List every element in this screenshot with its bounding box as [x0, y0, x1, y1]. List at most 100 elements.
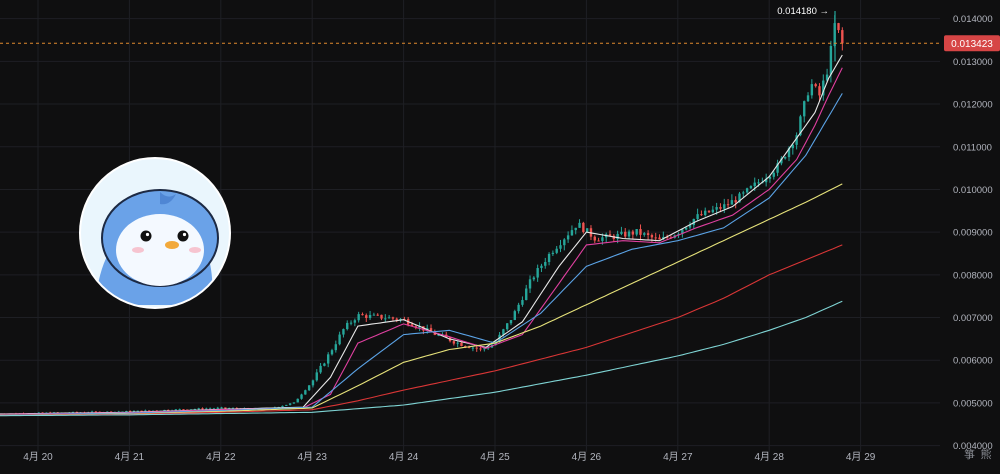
candle-body — [764, 178, 768, 183]
candle-body — [410, 324, 414, 327]
candle-body — [822, 80, 825, 96]
candle-body — [326, 354, 330, 364]
candle-body — [193, 409, 197, 411]
candle-body — [464, 346, 467, 348]
candle-body — [144, 410, 147, 412]
candle-body — [353, 320, 357, 323]
candle-body — [799, 116, 802, 136]
candle-body — [71, 411, 75, 413]
x-tick-label: 4月 28 — [754, 451, 784, 463]
candle-body — [399, 318, 402, 320]
candle-body — [551, 252, 555, 254]
candle-body — [505, 323, 509, 330]
candle-body — [136, 410, 139, 412]
candle-body — [795, 135, 798, 145]
candle-body — [452, 341, 456, 344]
candle-body — [818, 86, 821, 96]
candle-body — [387, 317, 391, 319]
candle-body — [566, 235, 570, 240]
candle-body — [372, 314, 376, 316]
y-tick-label: 0.009000 — [953, 228, 993, 239]
candle-body — [704, 210, 707, 216]
moving-average-line — [0, 300, 843, 417]
candle-body — [357, 314, 360, 321]
candle-body — [365, 315, 368, 318]
candle-body — [810, 84, 814, 96]
candle-body — [521, 300, 524, 305]
candle-body — [730, 200, 734, 205]
candle-body — [738, 193, 741, 203]
candle-body — [726, 204, 730, 206]
candle-body — [201, 408, 204, 410]
candle-body — [338, 334, 341, 345]
watermark-text: 箏 熊 — [964, 448, 993, 461]
candle-body — [128, 411, 132, 413]
candle-body — [395, 318, 398, 320]
candle-body — [205, 408, 208, 410]
candle-body — [681, 229, 684, 234]
candle-body — [323, 363, 326, 366]
candle-body — [700, 214, 703, 216]
candle-body — [745, 188, 749, 193]
candle-body — [757, 182, 760, 184]
candle-body — [772, 172, 775, 177]
candle-body — [433, 332, 437, 335]
candle-body — [742, 192, 745, 194]
candle-body — [224, 407, 227, 409]
candle-body — [437, 334, 440, 336]
candle-body — [471, 347, 475, 349]
candle-body — [479, 348, 482, 350]
candle-body — [631, 231, 635, 235]
candle-body — [688, 225, 692, 228]
candle-body — [582, 222, 585, 232]
candle-body — [513, 311, 517, 321]
current-price-label: 0.013423 — [951, 39, 993, 50]
penguin-avatar-icon — [79, 157, 231, 309]
candle-body — [285, 404, 288, 406]
candle-body — [174, 409, 178, 411]
candle-body — [90, 411, 94, 413]
candle-body — [570, 230, 574, 236]
candle-body — [391, 317, 395, 319]
candle-body — [197, 408, 200, 410]
x-tick-label: 4月 22 — [206, 451, 236, 463]
x-tick-label: 4月 23 — [297, 451, 327, 463]
candle-body — [346, 322, 349, 330]
candle-body — [684, 227, 688, 230]
moving-average-line — [0, 93, 843, 416]
candle-body — [696, 214, 699, 219]
candle-body — [361, 314, 364, 316]
candle-body — [163, 409, 166, 411]
candle-body — [509, 320, 513, 324]
candle-body — [806, 95, 810, 102]
candle-body — [125, 411, 128, 413]
y-tick-label: 0.014000 — [953, 14, 993, 25]
candle-body — [319, 365, 322, 373]
candle-body — [483, 348, 486, 350]
candle-body — [349, 322, 353, 324]
candle-body — [540, 265, 543, 269]
candle-body — [624, 231, 627, 237]
x-tick-label: 4月 24 — [389, 451, 419, 463]
candle-body — [368, 314, 372, 318]
candle-body — [517, 304, 520, 312]
candle-body — [384, 318, 387, 320]
candle-body — [342, 329, 345, 335]
candle-body — [528, 279, 532, 289]
x-tick-label: 4月 29 — [846, 451, 876, 463]
y-tick-label: 0.013000 — [953, 57, 993, 68]
candle-body — [749, 186, 753, 189]
candle-body — [140, 410, 143, 412]
candle-body — [460, 342, 463, 347]
candle-body — [707, 210, 711, 213]
candle-body — [307, 385, 311, 391]
candle-body — [578, 222, 581, 228]
candle-body — [376, 314, 379, 316]
candle-body — [837, 23, 840, 31]
candle-body — [216, 407, 219, 409]
candle-body — [167, 409, 170, 411]
candle-body — [292, 402, 296, 404]
candle-body — [281, 405, 284, 407]
candle-body — [643, 233, 646, 235]
